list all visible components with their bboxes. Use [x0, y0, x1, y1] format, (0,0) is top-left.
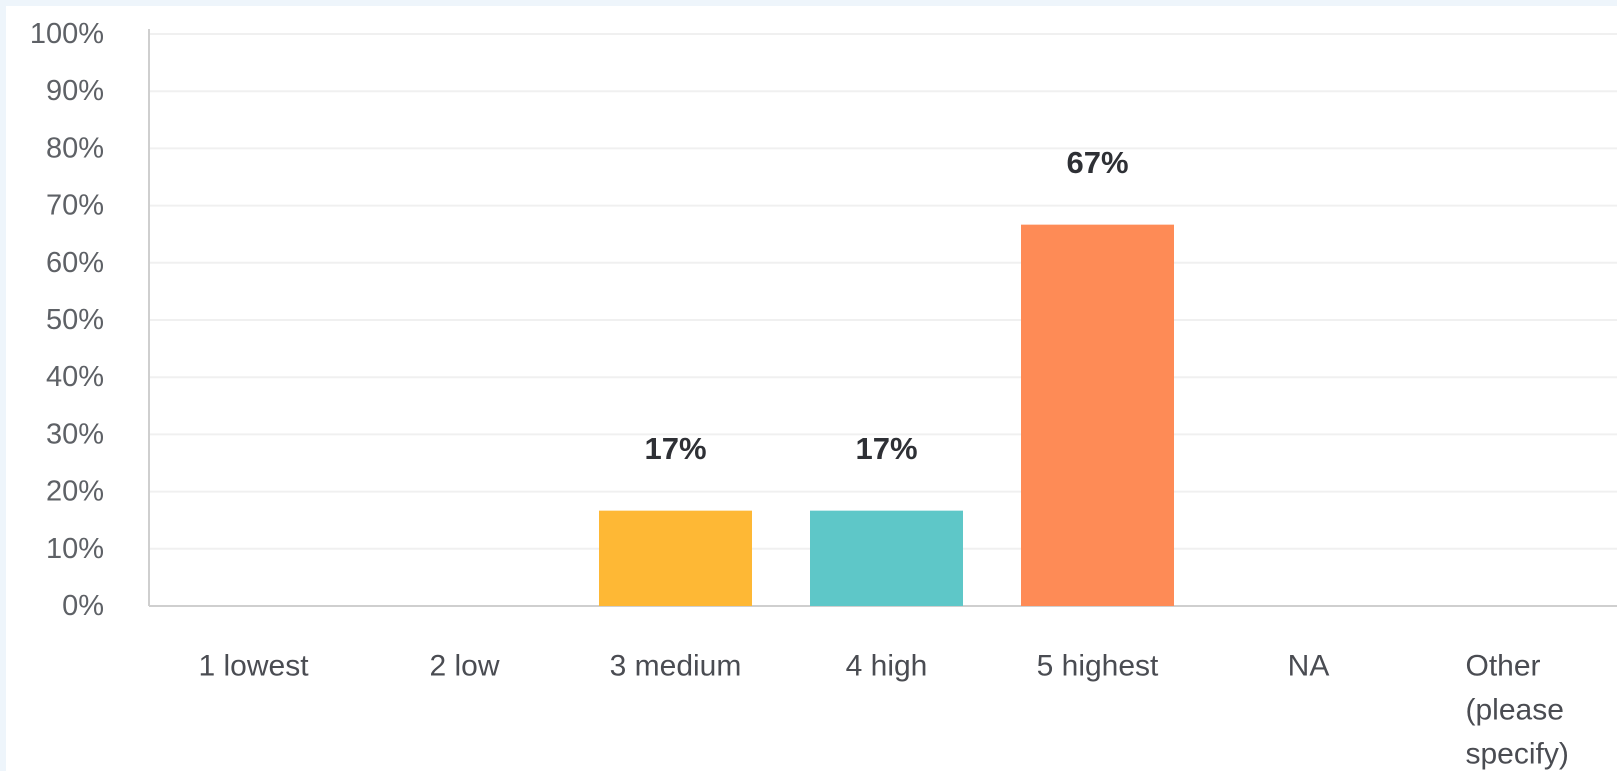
x-category-label: specify) [1466, 738, 1569, 771]
bar [599, 510, 752, 606]
bar [810, 510, 963, 606]
x-category-label: 3 medium [610, 650, 742, 683]
y-tick-label: 40% [46, 361, 104, 393]
y-tick-label: 80% [46, 132, 104, 164]
y-tick-label: 10% [46, 533, 104, 565]
y-tick-label: 90% [46, 75, 104, 107]
x-category-label: 1 lowest [198, 650, 309, 683]
y-tick-label: 50% [46, 304, 104, 336]
data-label: 17% [855, 431, 917, 466]
data-label: 17% [644, 431, 706, 466]
x-category-label: 5 highest [1037, 650, 1159, 683]
chart-panel [6, 6, 1617, 771]
x-category-label: NA [1288, 650, 1330, 683]
y-tick-label: 30% [46, 418, 104, 450]
x-category-label: Other [1466, 650, 1541, 683]
y-tick-label: 20% [46, 476, 104, 508]
y-tick-label: 0% [62, 590, 104, 622]
y-tick-label: 100% [30, 18, 104, 50]
y-tick-label: 70% [46, 190, 104, 222]
x-category-label: (please [1466, 694, 1564, 727]
x-category-label: 2 low [429, 650, 499, 683]
data-label: 67% [1066, 145, 1128, 180]
x-category-label: 4 high [846, 650, 928, 683]
y-tick-label: 60% [46, 247, 104, 279]
bar [1021, 224, 1174, 607]
